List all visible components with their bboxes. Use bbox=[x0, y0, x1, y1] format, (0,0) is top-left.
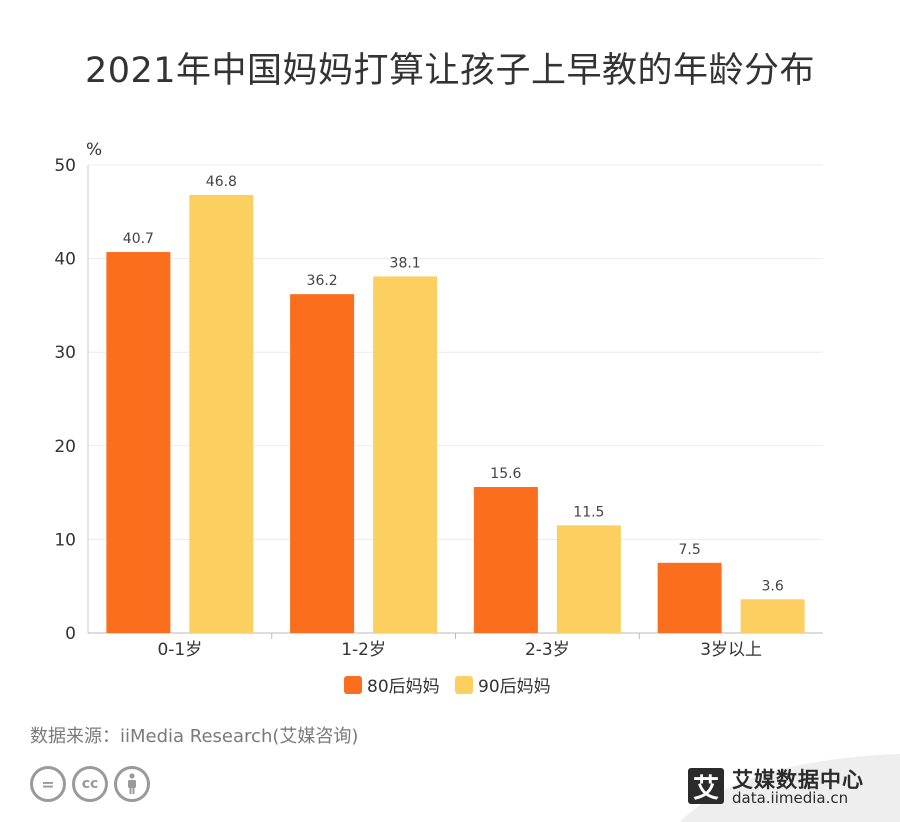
bar bbox=[373, 276, 438, 633]
x-tick-label: 3岁以上 bbox=[700, 640, 762, 660]
legend-swatch bbox=[455, 676, 473, 694]
data-label: 40.7 bbox=[123, 231, 154, 247]
chart-title: 2021年中国妈妈打算让孩子上早教的年龄分布 bbox=[84, 51, 816, 91]
bar bbox=[290, 294, 355, 633]
x-tick-label: 0-1岁 bbox=[157, 640, 202, 660]
brand-url: data.iimedia.cn bbox=[732, 789, 849, 807]
x-tick-label: 1-2岁 bbox=[341, 640, 386, 660]
y-tick-label: 10 bbox=[54, 530, 76, 550]
person-icon bbox=[114, 766, 150, 802]
data-label: 46.8 bbox=[206, 174, 237, 190]
bar bbox=[473, 486, 538, 633]
legend-label: 90后妈妈 bbox=[478, 677, 551, 697]
bar bbox=[657, 562, 722, 633]
y-tick-label: 20 bbox=[54, 437, 76, 457]
y-tick-label: 40 bbox=[54, 250, 76, 270]
data-label: 7.5 bbox=[678, 542, 700, 558]
data-label: 38.1 bbox=[390, 255, 421, 271]
y-tick-label: 30 bbox=[54, 343, 76, 363]
source-note: 数据来源：iiMedia Research(艾媒咨询) bbox=[30, 726, 359, 747]
y-tick-label: 0 bbox=[65, 624, 76, 644]
legend-label: 80后妈妈 bbox=[367, 677, 440, 697]
brand-name: 艾媒数据中心 bbox=[732, 768, 864, 792]
y-axis-label: % bbox=[86, 140, 102, 160]
y-tick-label: 50 bbox=[54, 156, 76, 176]
bar-chart: 0 10 20 30 40 50% 40.7 46.8 0-1岁 36.2 38.1 1-2岁 15.6… bbox=[54, 140, 823, 697]
legend-swatch bbox=[344, 676, 362, 694]
corner-decoration bbox=[680, 754, 900, 822]
bar bbox=[189, 194, 254, 633]
bar bbox=[740, 599, 805, 633]
brand-logo-icon: 艾 bbox=[688, 768, 724, 804]
bar bbox=[556, 525, 621, 633]
cc-icon: cc bbox=[72, 766, 108, 802]
data-label: 15.6 bbox=[490, 466, 521, 482]
bar bbox=[106, 252, 171, 633]
equals-icon: = bbox=[30, 766, 66, 802]
data-label: 3.6 bbox=[761, 578, 783, 594]
brand-watermark: 艾 艾媒数据中心 data.iimedia.cn bbox=[688, 764, 878, 812]
data-label: 11.5 bbox=[573, 504, 604, 520]
data-label: 36.2 bbox=[307, 273, 338, 289]
x-tick-label: 2-3岁 bbox=[525, 640, 570, 660]
